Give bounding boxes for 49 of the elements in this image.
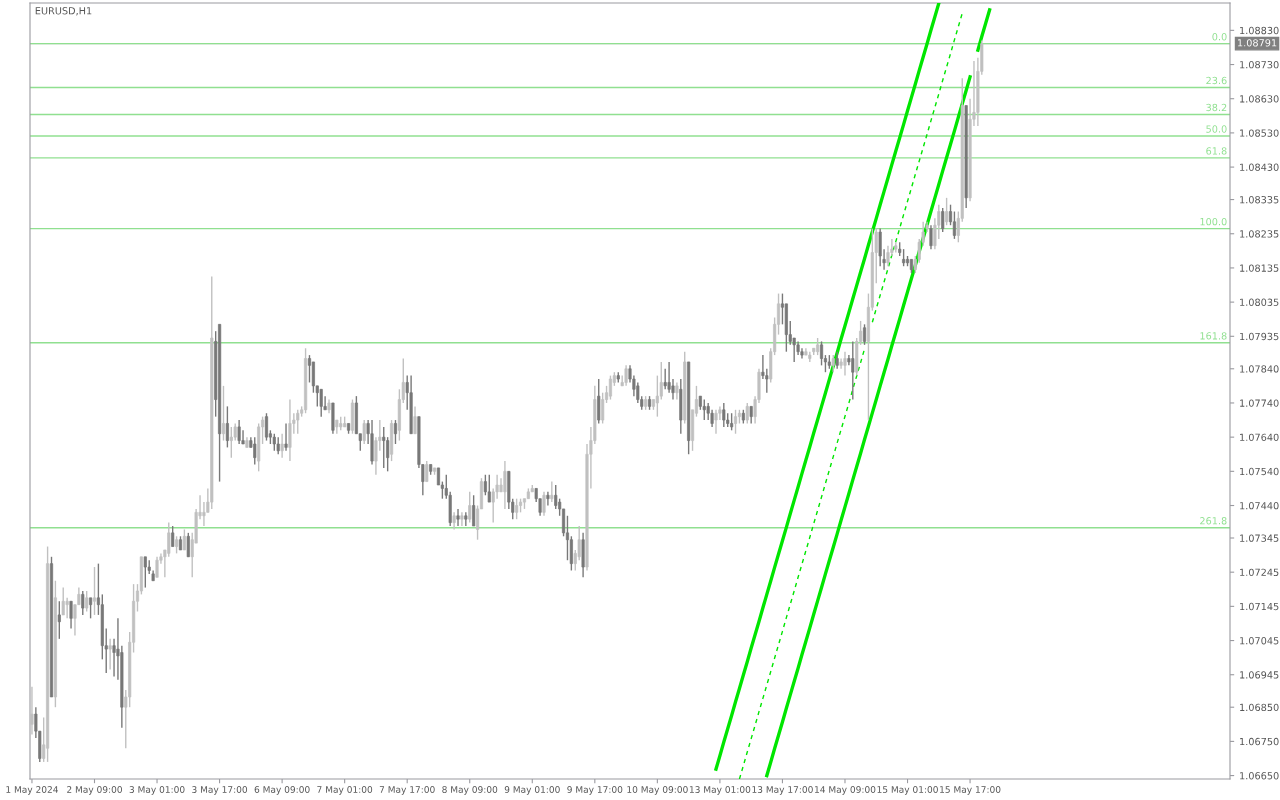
y-tick-label: 1.07440 xyxy=(1240,502,1279,510)
x-tick-label: 7 May 01:00 xyxy=(317,786,373,795)
x-tick-label: 14 May 09:00 xyxy=(815,786,876,795)
y-tick-label: 1.08335 xyxy=(1240,196,1279,204)
x-tick-label: 1 May 2024 xyxy=(6,786,59,795)
y-tick-label: 1.07840 xyxy=(1240,365,1279,373)
y-tick-label: 1.08035 xyxy=(1240,298,1279,306)
y-tick-label: 1.08630 xyxy=(1240,95,1279,103)
y-tick-label: 1.07345 xyxy=(1240,534,1279,542)
y-tick-label: 1.08830 xyxy=(1240,26,1279,35)
y-tick-label: 1.07640 xyxy=(1240,433,1279,441)
x-tick-label: 13 May 17:00 xyxy=(752,786,813,795)
y-tick-label: 1.08135 xyxy=(1240,264,1279,272)
y-tick-label: 1.08430 xyxy=(1240,163,1279,171)
y-tick-label: 1.06945 xyxy=(1240,671,1279,679)
y-tick-label: 1.07245 xyxy=(1240,568,1279,577)
ref-line-label: 1.08791 xyxy=(1238,39,1277,47)
annotation: 0.0 xyxy=(1212,33,1227,41)
y-tick-label: 1.08530 xyxy=(1240,129,1279,137)
x-tick-label: 9 May 01:00 xyxy=(504,786,560,795)
x-tick-label: 8 May 09:00 xyxy=(442,786,498,795)
annotation: 100.0 xyxy=(1200,217,1227,226)
y-tick-label: 1.08730 xyxy=(1240,61,1279,69)
y-tick-label: 1.08235 xyxy=(1240,230,1279,238)
x-tick-label: 13 May 01:00 xyxy=(689,786,751,795)
y-tick-label: 1.07045 xyxy=(1240,637,1279,645)
y-tick-label: 1.07740 xyxy=(1240,399,1279,407)
x-tick-label: 9 May 17:00 xyxy=(567,786,623,795)
x-tick-label: 3 May 01:00 xyxy=(129,786,185,795)
x-tick-label: 10 May 09:00 xyxy=(627,786,688,795)
annotation: 261.8 xyxy=(1200,517,1227,525)
x-tick-label: 6 May 09:00 xyxy=(254,786,310,795)
y-tick-label: 1.06650 xyxy=(1240,772,1279,780)
y-tick-label: 1.07145 xyxy=(1240,602,1279,611)
y-tick-label: 1.06850 xyxy=(1240,703,1279,712)
y-tick-label: 1.07935 xyxy=(1240,332,1279,341)
x-tick-label: 3 May 17:00 xyxy=(192,786,248,795)
annotation: 161.8 xyxy=(1200,332,1227,340)
x-tick-label: 7 May 17:00 xyxy=(379,786,435,795)
annotation: 50.0 xyxy=(1206,125,1227,133)
annotation: 61.8 xyxy=(1206,147,1227,155)
annotation: 38.2 xyxy=(1206,103,1227,112)
x-tick-label: 2 May 09:00 xyxy=(67,786,122,795)
chart-title: EURUSD,H1 xyxy=(35,7,92,16)
y-tick-label: 1.07540 xyxy=(1240,467,1279,476)
annotation: 23.6 xyxy=(1206,76,1227,85)
x-tick-label: 15 May 01:00 xyxy=(877,786,938,795)
y-tick-label: 1.06750 xyxy=(1240,737,1279,746)
x-tick-label: 15 May 17:00 xyxy=(940,786,1001,795)
